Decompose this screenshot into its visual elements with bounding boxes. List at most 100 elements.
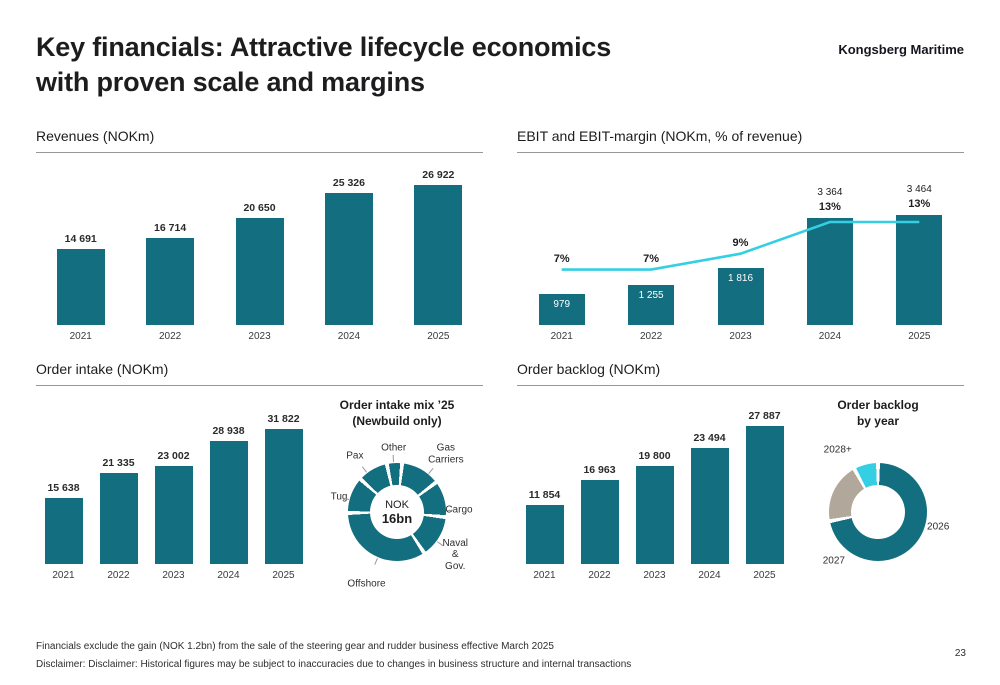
bar-column: 25 326 2024: [304, 161, 393, 347]
donut-hole: [851, 485, 905, 540]
bar: [414, 185, 463, 326]
footnote-1: Financials exclude the gain (NOK 1.2bn) …: [36, 641, 554, 652]
bar-value-label: 1 255: [638, 290, 664, 302]
slide-header: Key financials: Attractive lifecycle eco…: [0, 0, 1000, 100]
charts-grid: Revenues (NOKm) 14 691 2021 16 714 2022 20 6…: [0, 128, 1000, 593]
order-intake-panel: Order intake (NOKm) 15 638 2021 21 335 2022…: [36, 361, 483, 593]
donut-tick: [361, 466, 367, 474]
year-label: 2024: [217, 570, 240, 582]
order-backlog-content: 11 854 2021 16 963 2022 19 800 2023 23 494 2024…: [517, 394, 964, 593]
year-label: 2023: [248, 331, 271, 343]
year-label: 2024: [337, 331, 361, 343]
bar: [154, 466, 193, 565]
bar-value-label: 1 816: [727, 272, 754, 284]
bar-value-label: 28 938: [212, 425, 245, 438]
bar-value-label: 20 650: [243, 202, 276, 215]
bar: [44, 498, 83, 565]
donut-center-label: NOK 16bn: [370, 485, 424, 540]
bar-column: 31 822 2025: [256, 394, 311, 586]
bar: [635, 466, 674, 565]
margin-pct-label: 13%: [818, 201, 841, 214]
bar: [896, 215, 943, 326]
order-backlog-panel: Order backlog (NOKm) 11 854 2021 16 963 202…: [517, 361, 964, 593]
donut-segment-label: 2027: [822, 555, 845, 567]
bar: [538, 294, 585, 326]
donut-segment-label: Tug: [330, 491, 348, 503]
bar-value-label: 16 714: [154, 222, 187, 235]
year-label: 2025: [753, 570, 776, 582]
order-intake-title: Order intake (NOKm): [36, 361, 483, 387]
donut-tick: [374, 558, 379, 566]
bar-column: 23 002 2023: [146, 394, 201, 586]
order-intake-mix-block: Order intake mix ’25 (Newbuild only) NOK…: [311, 394, 483, 593]
bar-column: 26 922 2025: [394, 161, 483, 347]
donut-segment-label: Offshore: [347, 578, 386, 590]
year-label: 2023: [643, 570, 666, 582]
bar-column: 15 638 2021: [36, 394, 91, 586]
bar-column: 16 963 2022: [572, 394, 627, 586]
bar-value-label: 3 464: [906, 184, 932, 196]
bar: [628, 285, 675, 326]
order-backlog-by-year-block: Order backlog by year 2026 2027 2028+: [792, 394, 964, 593]
bar-column: 19 800 2023: [627, 394, 682, 586]
year-label: 2021: [52, 570, 75, 582]
order-backlog-by-year-donut: 2026 2027 2028+: [792, 431, 964, 593]
bar-value-label: 23 002: [157, 450, 190, 463]
order-intake-content: 15 638 2021 21 335 2022 23 002 2023 28 938 2024…: [36, 394, 483, 593]
bar-value-label: 16 963: [583, 464, 616, 477]
bar-column: 27 887 2025: [737, 394, 792, 586]
margin-pct-label: 9%: [732, 236, 749, 249]
bar-value-label: 11 854: [528, 489, 561, 502]
bar-value-label: 25 326: [332, 177, 365, 190]
bar-value-label: 14 691: [64, 233, 97, 246]
donut-segment-label: Gas Carriers: [428, 442, 464, 466]
bar-column: 11 854 2021: [517, 394, 572, 586]
donut-segment-label: Other: [381, 442, 407, 454]
year-row: 2021 2022 2023 2024 2025: [517, 331, 964, 347]
order-backlog-by-year-title: Order backlog by year: [837, 398, 918, 429]
year-label: 2025: [908, 331, 931, 343]
order-intake-bar-chart: 15 638 2021 21 335 2022 23 002 2023 28 938 2024…: [36, 394, 311, 586]
order-intake-mix-donut: NOK 16bn Other Gas Carriers Cargo Naval & G…: [311, 431, 483, 593]
order-intake-mix-title-line2: (Newbuild only): [352, 413, 442, 428]
footnote-2: Disclaimer: Disclaimer: Historical figur…: [36, 658, 632, 670]
year-label: 2021: [69, 331, 92, 343]
year-label: 2022: [158, 331, 182, 343]
ebit-combo-chart: 979 7% 1 255 7% 1 816 9% 3 364 13% 3 464 13% 2021 2…: [517, 161, 964, 347]
page-title-line2: with proven scale and margins: [36, 67, 425, 98]
order-backlog-by-year-title-line1: Order backlog: [837, 398, 919, 413]
bar: [580, 480, 619, 565]
bar-value-label: 26 922: [422, 169, 455, 182]
donut-center-currency: NOK: [385, 498, 409, 511]
donut-tick: [393, 455, 395, 463]
year-label: 2022: [588, 570, 611, 582]
bar-column: 23 494 2024: [682, 394, 737, 586]
brand-logo: Kongsberg Maritime: [838, 42, 964, 57]
bar: [745, 426, 784, 565]
year-label: 2022: [107, 570, 130, 582]
bar-column: 16 714 2022: [125, 161, 214, 347]
year-label: 2025: [272, 570, 295, 582]
bar-value-label: 19 800: [638, 450, 671, 463]
donut-center-amount: 16bn: [381, 510, 413, 526]
page-title: Key financials: Attractive lifecycle eco…: [36, 30, 611, 100]
donut-segment-label: Pax: [346, 450, 364, 462]
bar-column: 28 938 2024: [201, 394, 256, 586]
ebit-margin-line: [517, 161, 964, 325]
margin-pct-label: 7%: [553, 252, 570, 265]
bar-value-label: 21 335: [102, 457, 135, 470]
bar-value-label: 31 822: [267, 413, 300, 426]
bar: [264, 429, 303, 565]
year-label: 2024: [818, 331, 842, 343]
bar: [146, 238, 195, 326]
bar-value-label: 3 364: [817, 187, 843, 199]
order-backlog-bar-chart: 11 854 2021 16 963 2022 19 800 2023 23 494 2024…: [517, 394, 792, 586]
year-label: 2025: [427, 331, 450, 343]
ebit-panel: EBIT and EBIT-margin (NOKm, % of revenue…: [517, 128, 964, 347]
bar-column: 20 650 2023: [215, 161, 304, 347]
page-number: 23: [954, 648, 966, 659]
bar: [209, 441, 248, 565]
order-intake-mix-title: Order intake mix ’25 (Newbuild only): [340, 398, 455, 429]
order-backlog-by-year-title-line2: by year: [856, 413, 899, 428]
donut-segment-label: 2026: [927, 521, 950, 533]
